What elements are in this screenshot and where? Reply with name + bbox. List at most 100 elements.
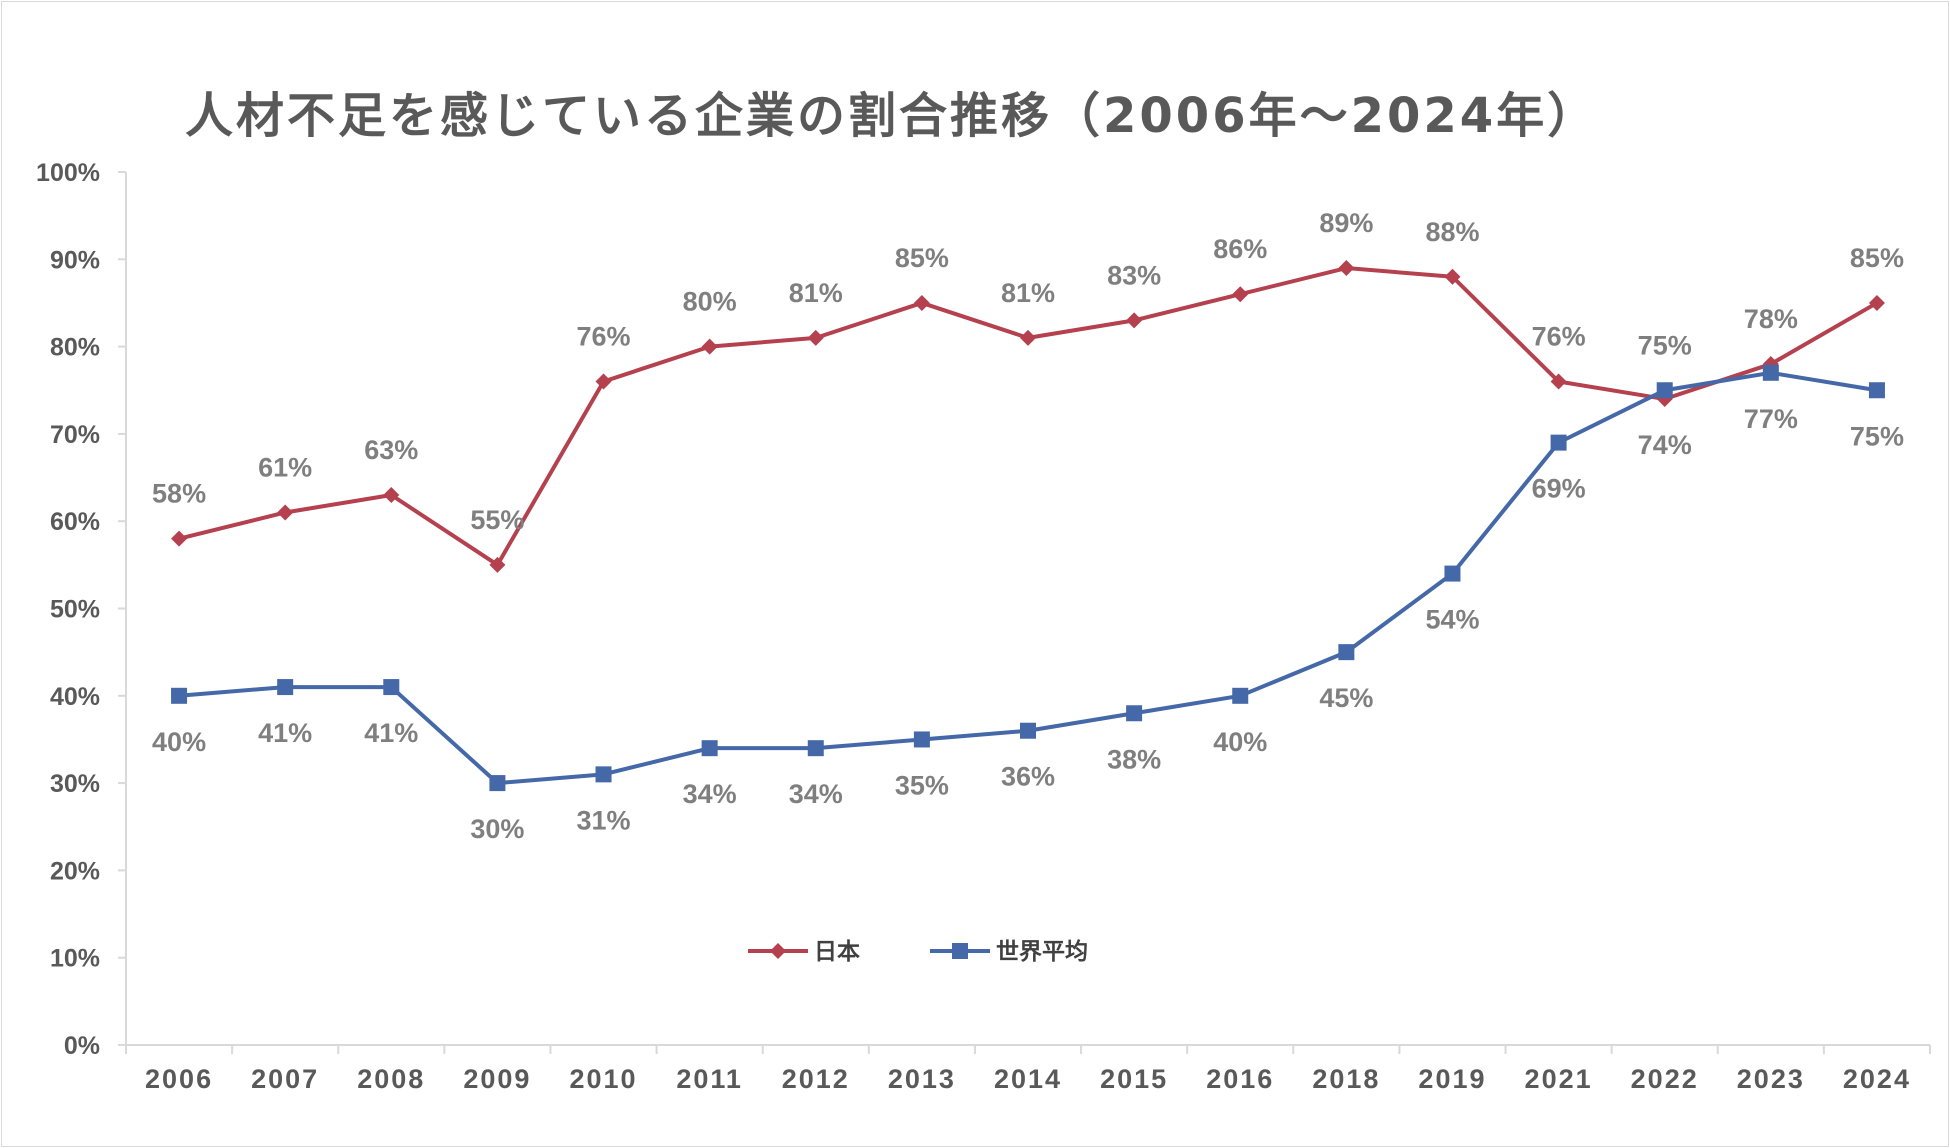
data-point bbox=[1444, 565, 1461, 582]
data-label: 74% bbox=[1638, 430, 1692, 460]
data-point bbox=[1232, 286, 1249, 303]
data-label: 80% bbox=[683, 287, 737, 317]
x-tick-label: 2021 bbox=[1525, 1064, 1593, 1094]
x-tick-label: 2009 bbox=[463, 1064, 531, 1094]
x-tick-label: 2016 bbox=[1206, 1064, 1274, 1094]
y-tick-label: 30% bbox=[50, 770, 100, 798]
data-label: 40% bbox=[1213, 727, 1267, 757]
data-point bbox=[807, 329, 824, 346]
legend-label: 日本 bbox=[814, 939, 860, 965]
y-tick-label: 60% bbox=[50, 508, 100, 536]
data-point bbox=[1444, 268, 1461, 285]
legend: 日本 世界平均 bbox=[748, 938, 1088, 965]
data-point bbox=[701, 740, 718, 757]
x-tick-label: 2018 bbox=[1312, 1064, 1380, 1094]
data-point bbox=[277, 679, 294, 696]
x-tick-label: 2010 bbox=[569, 1064, 637, 1094]
data-point bbox=[1550, 434, 1567, 451]
legend-marker bbox=[770, 943, 786, 959]
data-label: 76% bbox=[577, 322, 631, 352]
data-point bbox=[1656, 382, 1673, 399]
y-tick-label: 90% bbox=[50, 246, 100, 274]
data-label: 54% bbox=[1425, 605, 1479, 635]
data-point bbox=[171, 530, 188, 547]
data-label: 63% bbox=[364, 435, 418, 465]
data-label: 69% bbox=[1532, 474, 1586, 504]
data-point bbox=[489, 775, 506, 792]
y-tick-label: 100% bbox=[36, 159, 100, 187]
data-label: 31% bbox=[577, 805, 631, 835]
x-tick-label: 2014 bbox=[994, 1064, 1062, 1094]
data-point bbox=[489, 556, 506, 573]
x-tick-label: 2019 bbox=[1418, 1064, 1486, 1094]
data-point bbox=[807, 740, 824, 757]
data-label: 83% bbox=[1107, 260, 1161, 290]
x-axis-ticks: 2006 2007 2008 2009 2010 2011 2012 2013 2014 2015… bbox=[125, 1045, 1931, 1094]
data-point bbox=[595, 766, 612, 783]
data-label: 75% bbox=[1850, 421, 1904, 451]
data-label: 41% bbox=[364, 718, 418, 748]
series-line-0 bbox=[178, 266, 1878, 567]
data-label: 89% bbox=[1319, 208, 1373, 238]
data-label: 35% bbox=[895, 770, 949, 800]
x-tick-label: 2024 bbox=[1843, 1064, 1911, 1094]
data-point bbox=[701, 338, 718, 355]
data-label: 77% bbox=[1744, 404, 1798, 434]
y-tick-label: 80% bbox=[50, 334, 100, 362]
y-axis-ticks: 0% 10% 20% 30% 40% 50% 60% 70% 80% 90% 100% bbox=[36, 159, 126, 1060]
data-label: 30% bbox=[470, 814, 524, 844]
y-tick-label: 70% bbox=[50, 421, 100, 449]
series-line-1 bbox=[178, 370, 1878, 786]
data-label: 86% bbox=[1213, 234, 1267, 264]
y-tick-label: 40% bbox=[50, 683, 100, 711]
x-tick-label: 2012 bbox=[782, 1064, 850, 1094]
data-point bbox=[1550, 373, 1567, 390]
x-tick-label: 2007 bbox=[251, 1064, 319, 1094]
data-point bbox=[1338, 260, 1355, 277]
data-label: 85% bbox=[1850, 243, 1904, 273]
x-tick-label: 2023 bbox=[1737, 1064, 1805, 1094]
y-tick-label: 10% bbox=[50, 945, 100, 973]
data-label: 81% bbox=[789, 278, 843, 308]
x-tick-label: 2015 bbox=[1100, 1064, 1168, 1094]
data-label: 88% bbox=[1425, 217, 1479, 247]
data-label: 78% bbox=[1744, 304, 1798, 334]
x-tick-label: 2013 bbox=[888, 1064, 956, 1094]
x-tick-label: 2006 bbox=[145, 1064, 213, 1094]
data-label: 85% bbox=[895, 243, 949, 273]
data-label: 45% bbox=[1319, 683, 1373, 713]
data-point bbox=[1868, 294, 1885, 311]
data-label: 34% bbox=[683, 779, 737, 809]
legend-marker bbox=[952, 943, 968, 959]
data-point bbox=[171, 687, 188, 704]
y-tick-label: 50% bbox=[50, 596, 100, 624]
data-point bbox=[383, 487, 400, 504]
data-label: 58% bbox=[152, 479, 206, 509]
data-point bbox=[1126, 705, 1143, 722]
data-point bbox=[1232, 687, 1249, 704]
data-label: 76% bbox=[1532, 322, 1586, 352]
y-tick-label: 0% bbox=[64, 1032, 100, 1060]
data-label: 34% bbox=[789, 779, 843, 809]
series-layer bbox=[171, 260, 1885, 792]
x-tick-label: 2022 bbox=[1631, 1064, 1699, 1094]
data-point bbox=[595, 373, 612, 390]
data-point bbox=[1126, 312, 1143, 329]
data-point bbox=[277, 504, 294, 521]
data-label: 81% bbox=[1001, 278, 1055, 308]
data-label: 38% bbox=[1107, 744, 1161, 774]
data-label: 36% bbox=[1001, 762, 1055, 792]
data-labels: 58% 61% 63% 55% 76% 80% 81% 85% 81% 83% 86% 89% 88% 7… bbox=[152, 208, 1904, 844]
data-label: 41% bbox=[258, 718, 312, 748]
data-label: 75% bbox=[1638, 330, 1692, 360]
data-label: 55% bbox=[470, 505, 524, 535]
data-point bbox=[1338, 644, 1355, 661]
data-point bbox=[1868, 382, 1885, 399]
data-point bbox=[1762, 364, 1779, 381]
data-label: 40% bbox=[152, 727, 206, 757]
chart-title: 人材不足を感じている企業の割合推移（2006年〜2024年） bbox=[185, 88, 1599, 144]
x-tick-label: 2008 bbox=[357, 1064, 425, 1094]
data-point bbox=[913, 294, 930, 311]
